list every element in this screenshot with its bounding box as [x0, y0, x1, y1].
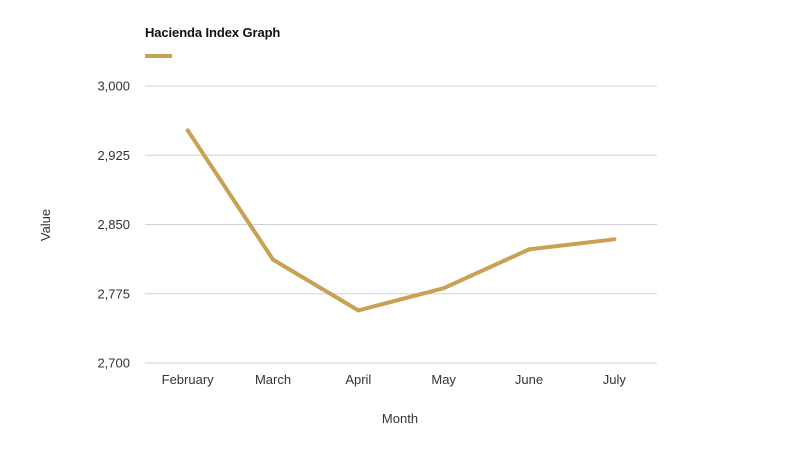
data-point: [441, 286, 446, 291]
y-axis-ticks: 2,700 2,775 2,850 2,925 3,000: [97, 79, 130, 371]
y-tick-label: 2,775: [97, 286, 130, 301]
data-point: [356, 308, 361, 313]
y-axis-title: Value: [38, 209, 53, 241]
y-tick-label: 2,700: [97, 356, 130, 371]
y-tick-label: 3,000: [97, 79, 130, 94]
x-tick-label: July: [603, 372, 627, 387]
x-tick-label: June: [515, 372, 543, 387]
x-axis-ticks: February March April May June July: [162, 372, 627, 387]
chart-title: Hacienda Index Graph: [145, 25, 281, 40]
x-tick-label: April: [345, 372, 371, 387]
y-tick-label: 2,925: [97, 148, 130, 163]
x-tick-label: March: [255, 372, 291, 387]
data-point: [185, 128, 190, 133]
x-axis-title: Month: [382, 411, 418, 426]
gridlines: [145, 85, 657, 364]
x-tick-label: February: [162, 372, 215, 387]
data-point: [612, 237, 617, 242]
data-point: [527, 247, 531, 252]
x-tick-label: May: [431, 372, 456, 387]
y-tick-label: 2,850: [97, 217, 130, 232]
data-point: [271, 257, 275, 262]
series-line: [186, 129, 615, 313]
series-layer: [185, 128, 617, 313]
